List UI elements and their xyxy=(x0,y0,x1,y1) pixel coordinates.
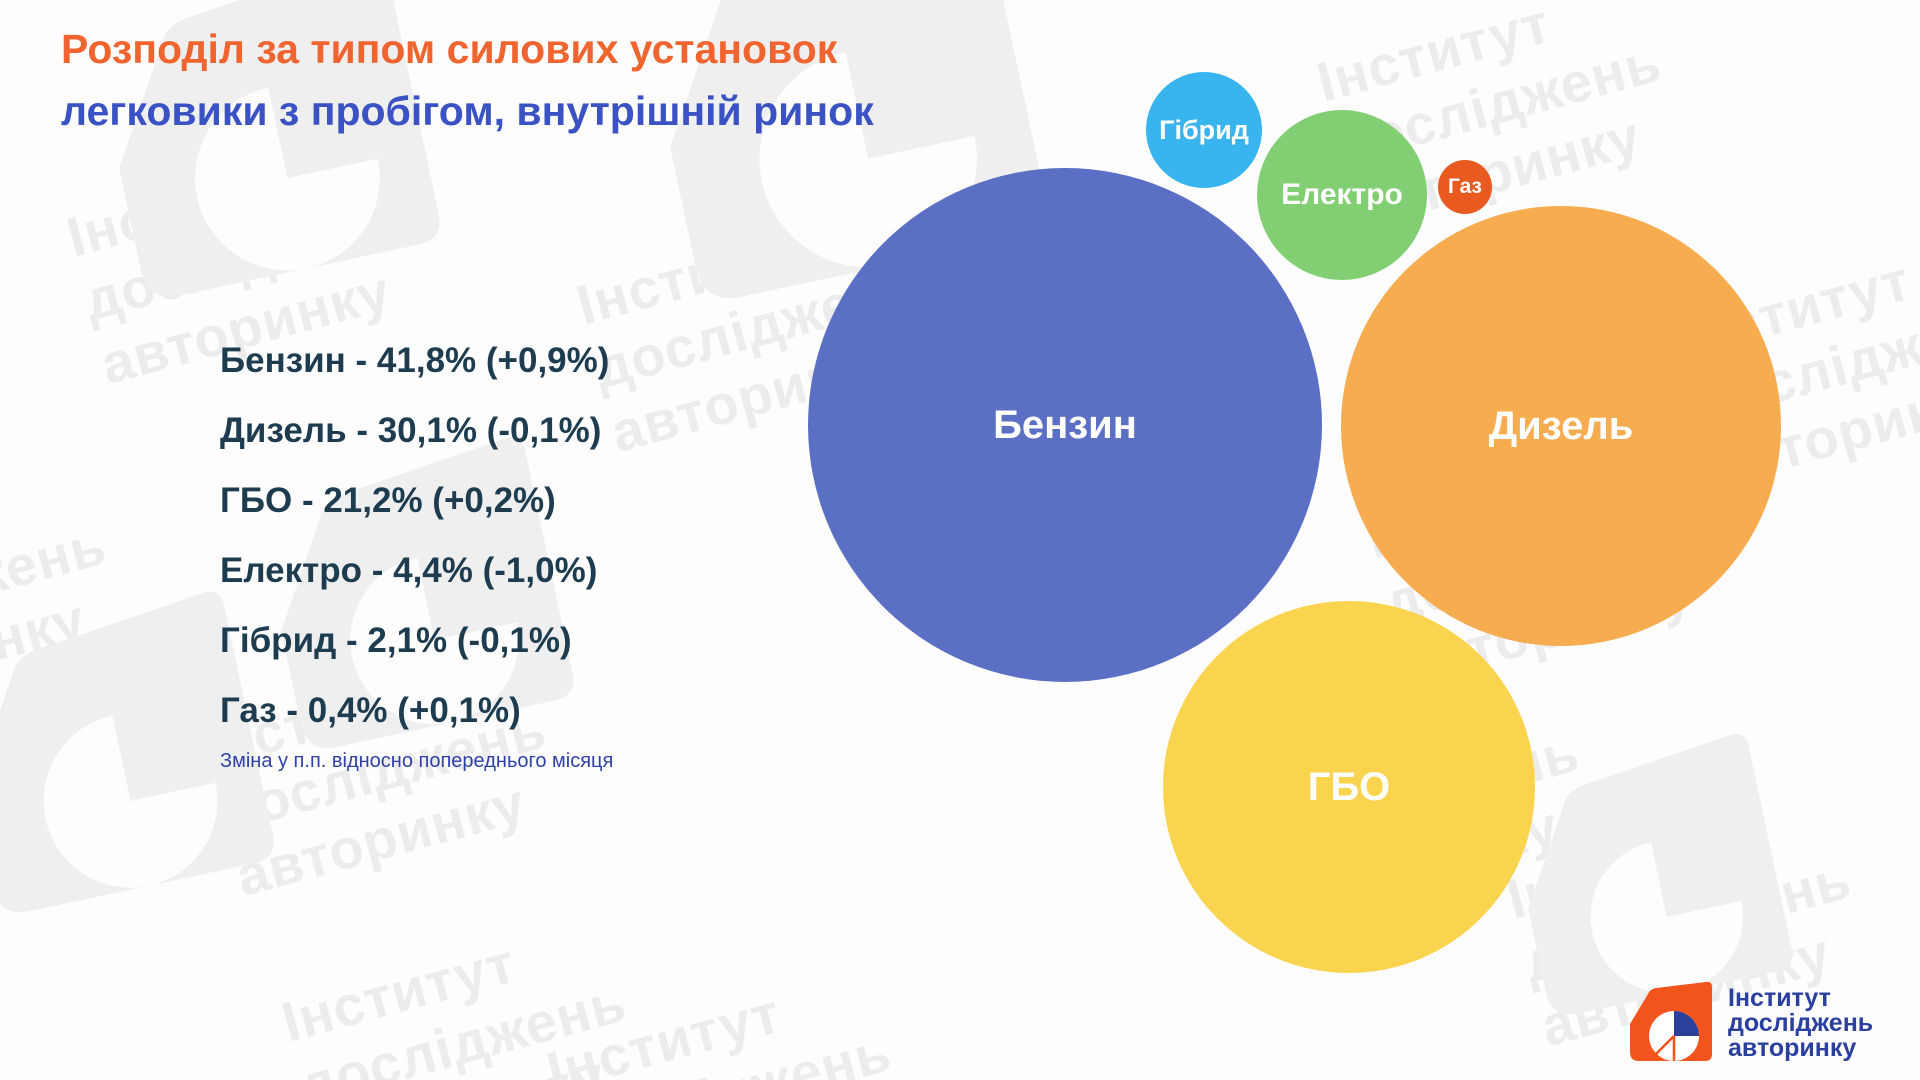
watermark-line: Інститут xyxy=(60,146,307,269)
watermark-line: Інститут xyxy=(1500,808,1747,931)
footnote: Зміна у п.п. відносно попереднього місяц… xyxy=(220,750,614,772)
watermark-line: Інститут xyxy=(275,931,522,1054)
watermark-line: авторинку xyxy=(229,770,533,909)
bubble-benzyn-label: Бензин xyxy=(993,402,1137,447)
logo-text: Інститут досліджень авторинку xyxy=(1728,986,1873,1061)
watermark-line: Інститут xyxy=(0,448,96,599)
bubble-dyzel-label: Дизель xyxy=(1488,403,1634,448)
bubble-gibryd-label: Гібрид xyxy=(1159,114,1249,145)
watermark-line: авторинку xyxy=(309,1032,650,1080)
watermark-line: досліджень xyxy=(292,969,633,1080)
watermark-line: Інститут xyxy=(540,981,787,1080)
stat-item-gbo: ГБО - 21,2% (+0,2%) xyxy=(220,481,556,520)
page-subtitle: легковики з пробігом, внутрішній ринок xyxy=(61,88,874,134)
bubble-benzyn: Бензин xyxy=(808,168,1322,682)
bubble-dyzel: Дизель xyxy=(1341,206,1781,646)
watermark-line: досліджень xyxy=(1517,846,1858,995)
watermark-line: авторинку xyxy=(0,586,93,725)
watermark-line: Інститут xyxy=(1310,0,1557,114)
stat-item-benzyn: Бензин - 41,8% (+0,9%) xyxy=(220,341,610,380)
watermark-text: Інститут досліджень авторинку xyxy=(0,448,130,726)
bubble-gaz-label: Газ xyxy=(1447,175,1482,198)
stat-item-gibryd: Гібрид - 2,1% (-0,1%) xyxy=(220,621,572,660)
bubble-gaz: Газ xyxy=(1438,160,1492,214)
stat-item-elektro: Електро - 4,4% (-1,0%) xyxy=(220,551,598,590)
logo-text-line: Інститут xyxy=(1728,984,1831,1012)
watermark-line: Інститут xyxy=(680,0,1021,16)
bubble-gbo: ГБО xyxy=(1163,601,1535,973)
logo: Інститут досліджень авторинку xyxy=(1622,980,1873,1064)
logo-text-line: авторинку xyxy=(1728,1034,1857,1062)
stat-item-dyzel: Дизель - 30,1% (-0,1%) xyxy=(220,411,602,450)
header: Розподіл за типом силових установок легк… xyxy=(61,28,874,132)
watermark-line: досліджень xyxy=(0,512,113,661)
bubble-gbo-label: ГБО xyxy=(1307,764,1391,809)
bubble-gibryd: Гібрид xyxy=(1146,72,1262,188)
watermark-text: Інститут досліджень авторинку xyxy=(275,905,650,1080)
stats-list: Бензин - 41,8% (+0,9%) Дизель - 30,1% (-… xyxy=(220,326,609,746)
bubble-elektro: Електро xyxy=(1257,110,1427,280)
stat-item-gaz: Газ - 0,4% (+0,1%) xyxy=(220,691,521,730)
watermark-line: досліджень xyxy=(77,184,418,333)
watermark-text: Інститут досліджень авторинку xyxy=(540,955,915,1080)
logo-pie-car-icon xyxy=(1630,981,1712,1061)
page-title: Розподіл за типом силових установок xyxy=(61,26,838,72)
logo-text-line: досліджень xyxy=(1728,1009,1874,1037)
watermark-line: досліджень xyxy=(557,1019,898,1080)
bubble-elektro-label: Електро xyxy=(1281,178,1403,211)
